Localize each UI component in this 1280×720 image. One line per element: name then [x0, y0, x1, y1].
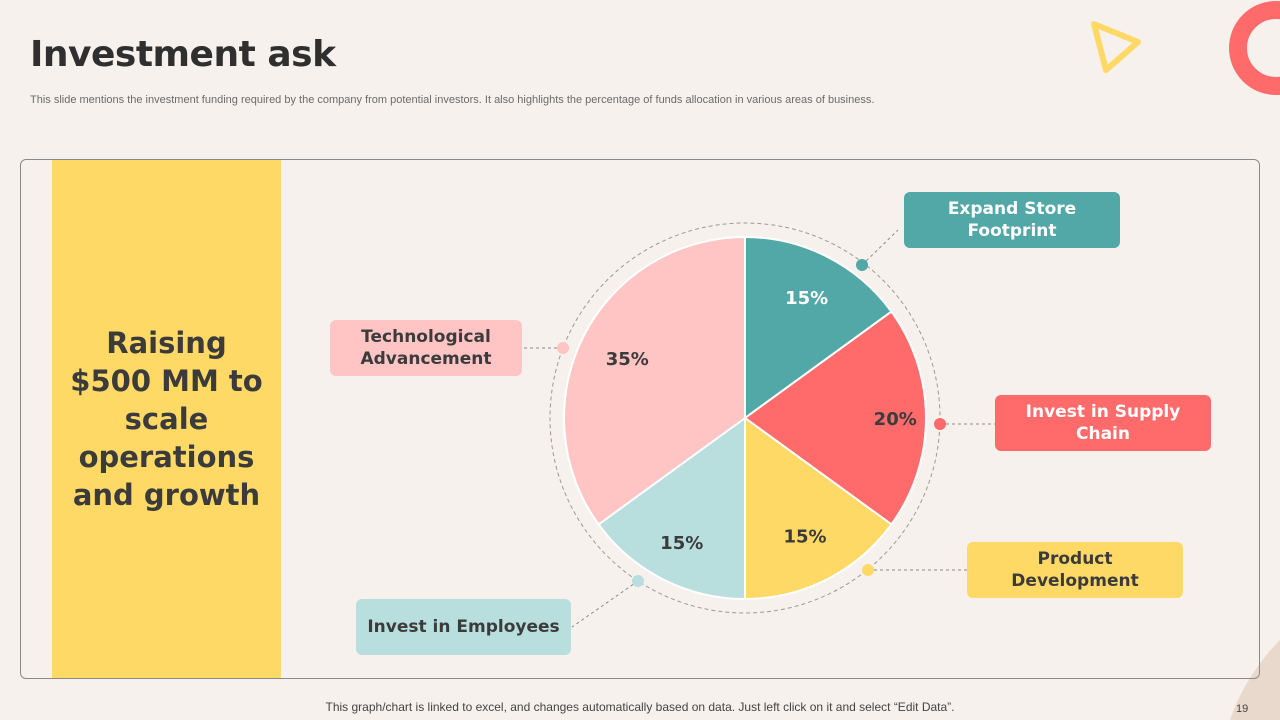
connector-dot-product-development [862, 564, 874, 576]
legend-label-invest-in-supply-chain: Invest in Supply Chain [995, 395, 1211, 451]
pie-slice-invest-in-employees[interactable] [597, 416, 746, 601]
headline-text: Raising $500 MM to scale operations and … [70, 326, 263, 512]
legend-label-product-development: Product Development [967, 542, 1183, 598]
pie-slice-invest-in-supply-chain[interactable] [743, 310, 927, 526]
connector-invest-in-employees [571, 580, 639, 628]
connector-dot-technological-advancement [557, 342, 569, 354]
pie-value-label-product-development: 15% [783, 527, 826, 548]
pie-slice-technological-advancement[interactable] [563, 235, 746, 526]
ring-decoration-icon [1229, 1, 1280, 95]
connector-dot-expand-store-footprint [856, 259, 868, 271]
pie-slice-product-development[interactable] [744, 416, 893, 601]
pie-slice-expand-store-footprint[interactable] [744, 235, 893, 420]
slide-subtitle: This slide mentions the investment fundi… [30, 94, 875, 106]
page-number: 19 [1236, 703, 1249, 715]
headline-bar: Raising $500 MM to scale operations and … [52, 160, 281, 678]
pie-value-label-invest-in-employees: 15% [660, 533, 703, 554]
corner-decoration-icon [1230, 640, 1280, 720]
content-panel [20, 159, 1260, 679]
pie-value-label-invest-in-supply-chain: 20% [874, 409, 917, 430]
triangle-decoration-icon [1091, 21, 1141, 73]
connector-expand-store-footprint [861, 229, 899, 266]
slide-title: Investment ask [30, 34, 336, 75]
connector-dot-invest-in-employees [632, 575, 644, 587]
pie-value-label-expand-store-footprint: 15% [785, 288, 828, 309]
legend-label-technological-advancement: Technological Advancement [330, 320, 522, 376]
legend-label-expand-store-footprint: Expand Store Footprint [904, 192, 1120, 248]
legend-label-invest-in-employees: Invest in Employees [356, 599, 571, 655]
pie-value-label-technological-advancement: 35% [606, 349, 649, 370]
footer-note: This graph/chart is linked to excel, and… [325, 700, 955, 714]
connector-dot-invest-in-supply-chain [934, 418, 946, 430]
